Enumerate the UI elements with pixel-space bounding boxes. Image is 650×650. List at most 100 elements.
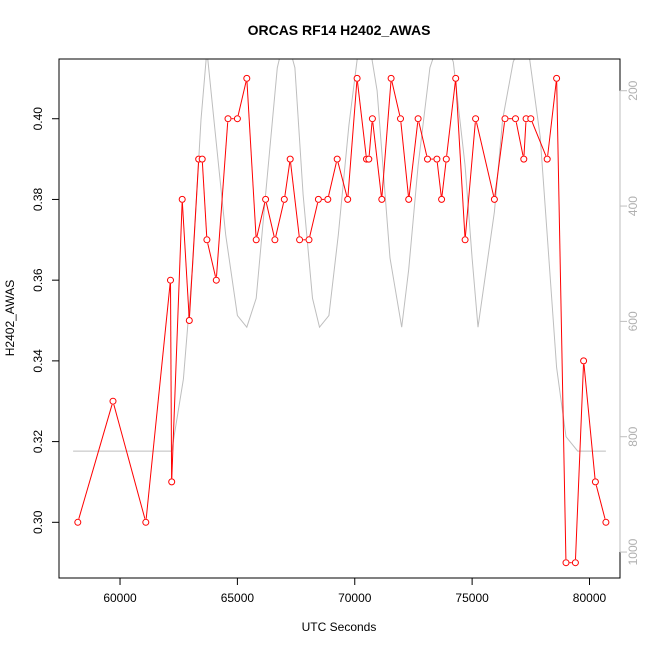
- data-point: [203, 236, 211, 244]
- data-point: [109, 397, 117, 405]
- data-point: [591, 478, 599, 486]
- x-tick-label: 70000: [338, 591, 372, 605]
- series-line-segment: [556, 81, 567, 560]
- series-line-segment: [494, 122, 505, 196]
- series-line-segment: [515, 122, 524, 156]
- data-point: [527, 115, 535, 123]
- series-line-segment: [441, 162, 447, 196]
- data-point: [167, 276, 174, 284]
- data-point: [397, 115, 404, 123]
- data-point: [387, 74, 395, 82]
- series-line-segment: [113, 404, 146, 519]
- data-point: [178, 195, 186, 203]
- series-line-segment: [464, 122, 476, 237]
- series-line-segment: [595, 485, 606, 519]
- series-line-segment: [400, 122, 409, 196]
- data-point: [442, 155, 450, 163]
- data-point: [378, 195, 386, 203]
- series-line-segment: [357, 81, 367, 156]
- series-line-segment: [446, 81, 456, 156]
- data-point: [490, 195, 498, 203]
- data-point: [344, 195, 352, 203]
- series-line-segment: [418, 122, 428, 156]
- y-tick-label: 0.30: [31, 510, 45, 534]
- series-line-segment: [275, 202, 284, 237]
- x-axis: 60000 65000 70000 75000 80000: [103, 577, 607, 605]
- data-point: [280, 195, 288, 203]
- series-line-segment: [547, 81, 557, 156]
- data-point: [424, 155, 431, 163]
- x-tick-label: 60000: [103, 591, 137, 605]
- series-line-segment: [145, 283, 171, 519]
- data-point: [353, 74, 361, 82]
- data-point: [233, 115, 241, 123]
- y2-tick-label: 400: [626, 196, 640, 216]
- series-line-segment: [290, 162, 300, 237]
- data-point: [368, 115, 376, 123]
- series-line-segment: [455, 81, 466, 237]
- y2-tick-label: 800: [626, 426, 640, 446]
- series-line-segment: [391, 81, 401, 116]
- data-point: [333, 155, 341, 163]
- data-point: [512, 115, 519, 123]
- series-line-segment: [575, 364, 584, 560]
- x-axis-label: UTC Seconds: [302, 620, 377, 634]
- y2-tick-label: 600: [626, 311, 640, 331]
- series-line-segment: [328, 162, 337, 197]
- data-point: [324, 195, 332, 203]
- data-point: [286, 155, 294, 163]
- data-point: [602, 518, 610, 526]
- data-point: [562, 559, 570, 567]
- data-point: [262, 195, 270, 203]
- data-point: [472, 115, 480, 123]
- y-tick-label: 0.36: [31, 268, 45, 292]
- data-point: [212, 276, 220, 284]
- series-line-segment: [170, 283, 173, 479]
- data-point: [198, 155, 206, 163]
- y-tick-label: 0.34: [31, 349, 45, 373]
- series-line-segment: [381, 81, 392, 196]
- x-tick-label: 65000: [221, 591, 255, 605]
- data-point: [405, 195, 413, 203]
- data-point: [168, 478, 176, 486]
- data-point: [224, 115, 232, 123]
- series-line-segment: [207, 243, 216, 277]
- series-line-segment: [201, 162, 208, 237]
- series-line-segment: [523, 122, 527, 156]
- series-line-segment: [436, 162, 442, 196]
- data-point: [314, 195, 322, 203]
- y2-tick-label: 1000: [626, 538, 640, 565]
- series-line-segment: [216, 122, 229, 277]
- series-line-segment: [256, 202, 266, 237]
- x-tick-label: 80000: [573, 591, 607, 605]
- data-point: [580, 357, 588, 365]
- y-tick-label: 0.40: [31, 107, 45, 131]
- data-point: [271, 236, 279, 244]
- data-point: [543, 155, 551, 163]
- series-line-segment: [372, 122, 382, 196]
- y2-tick-label: 200: [626, 80, 640, 100]
- y-axis: 0.30 0.32 0.34 0.36 0.38 0.40: [31, 107, 60, 534]
- series-line-segment: [189, 162, 199, 317]
- data-point: [243, 74, 251, 82]
- data-point: [571, 559, 579, 567]
- data-point: [501, 115, 509, 123]
- data-point: [74, 518, 82, 526]
- series-line-segment: [368, 122, 373, 156]
- plot-area: [73, 59, 610, 567]
- data-point: [433, 155, 441, 163]
- series-line-segment: [284, 162, 291, 196]
- series-line-segment: [476, 122, 495, 197]
- y-tick-label: 0.32: [31, 430, 45, 454]
- data-point: [461, 236, 469, 244]
- y-axis-label: H2402_AWAS: [3, 280, 17, 356]
- series-line-segment: [347, 81, 358, 196]
- series-line-segment: [583, 364, 596, 479]
- data-point: [296, 236, 304, 244]
- y-tick-label: 0.38: [31, 187, 45, 211]
- series-line-segment: [171, 202, 183, 479]
- data-point: [185, 317, 193, 324]
- plot-frame: [58, 58, 621, 579]
- series-line-segment: [337, 162, 348, 197]
